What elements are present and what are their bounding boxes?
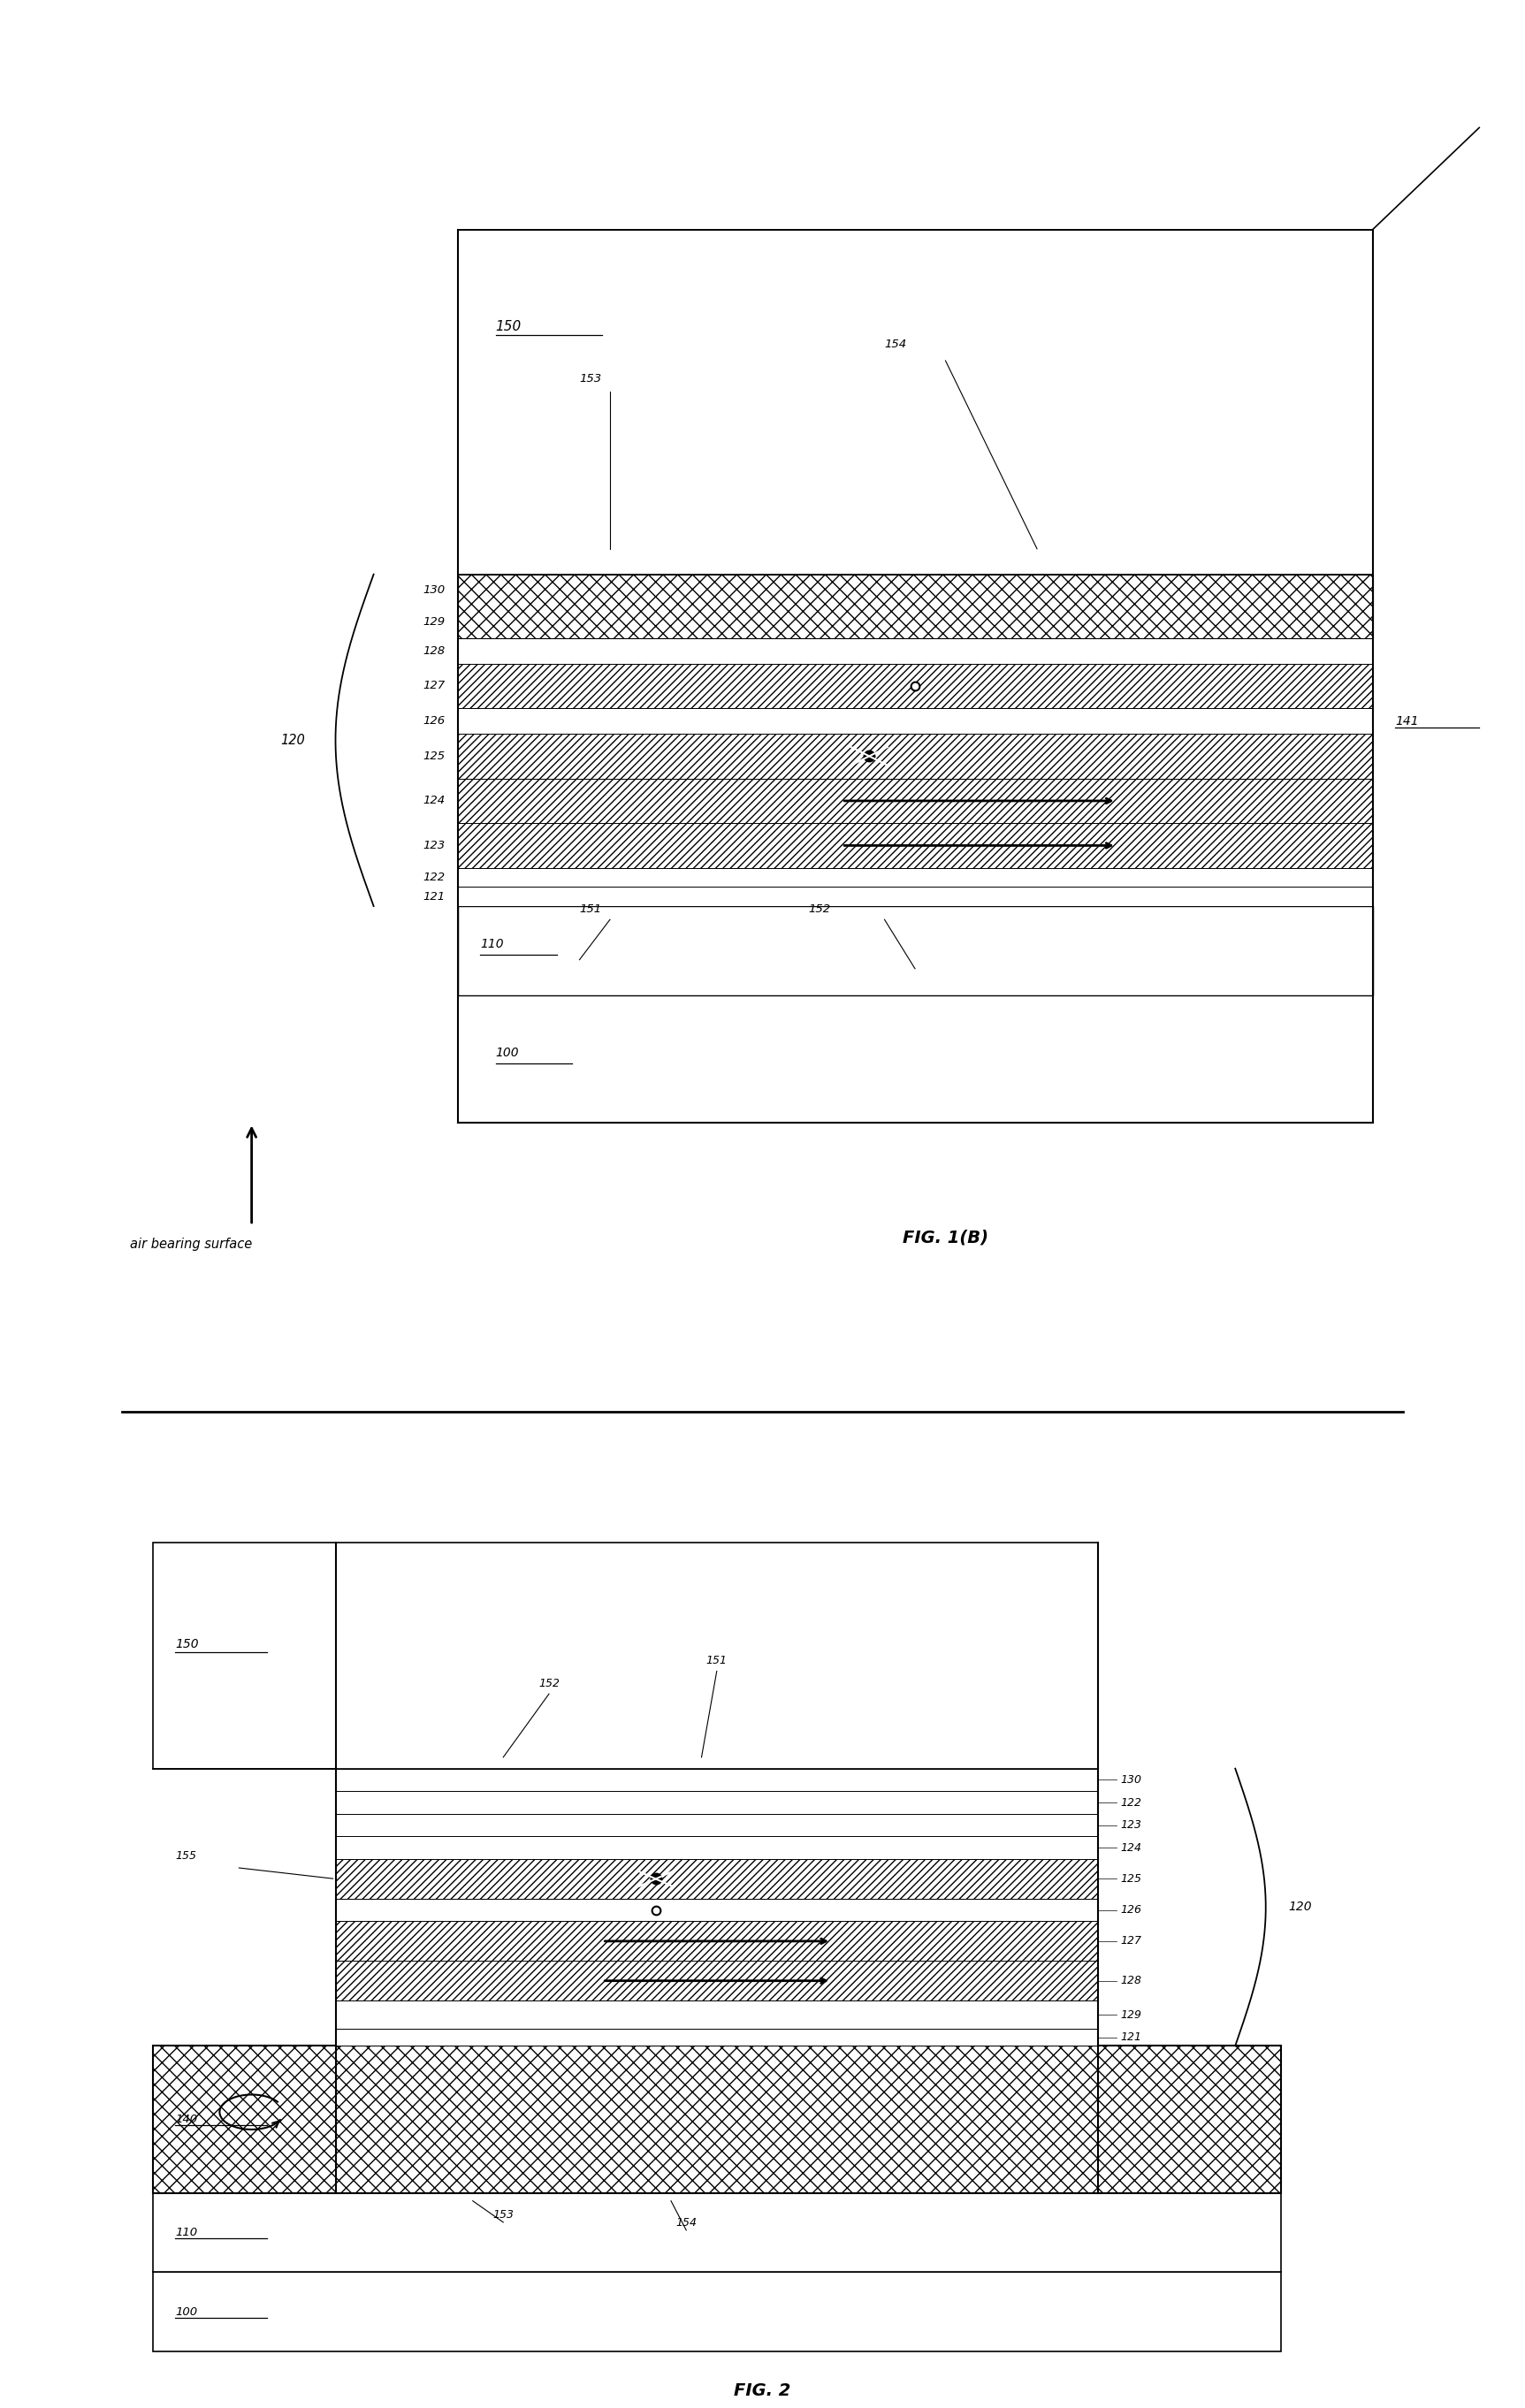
Bar xyxy=(458,734,1373,778)
Bar xyxy=(458,905,1373,995)
Bar xyxy=(336,2001,1098,2030)
Text: 152: 152 xyxy=(538,1678,560,1690)
Text: 120: 120 xyxy=(281,734,305,746)
Text: 128: 128 xyxy=(422,645,445,657)
Bar xyxy=(336,1813,1098,1837)
Text: 110: 110 xyxy=(480,939,503,951)
Bar xyxy=(458,995,1373,1122)
Text: 130: 130 xyxy=(1121,1775,1142,1787)
Bar xyxy=(458,665,1373,708)
Text: FIG. 2: FIG. 2 xyxy=(734,2382,791,2398)
Text: FIG. 1(B): FIG. 1(B) xyxy=(903,1230,988,1247)
Text: 154: 154 xyxy=(676,2218,697,2230)
Bar xyxy=(336,1922,1098,1960)
Bar xyxy=(458,708,1373,734)
Text: 123: 123 xyxy=(422,840,445,852)
Bar xyxy=(458,638,1373,665)
Text: 140: 140 xyxy=(175,2114,198,2126)
Text: 126: 126 xyxy=(1121,1905,1142,1917)
Text: 124: 124 xyxy=(422,795,445,807)
Bar xyxy=(458,867,1373,886)
Text: 150: 150 xyxy=(175,1637,198,1649)
Text: 122: 122 xyxy=(422,872,445,884)
Text: 127: 127 xyxy=(1121,1936,1142,1948)
Text: 125: 125 xyxy=(422,751,445,761)
Text: 100: 100 xyxy=(496,1047,518,1060)
Bar xyxy=(336,1859,1098,1898)
Bar xyxy=(336,1767,1098,1792)
Bar xyxy=(458,229,1373,576)
Bar xyxy=(458,886,1373,905)
Bar xyxy=(458,778,1373,824)
Text: 128: 128 xyxy=(1121,1975,1142,1987)
Text: 153: 153 xyxy=(493,2208,514,2220)
Text: 121: 121 xyxy=(422,891,445,903)
Text: 122: 122 xyxy=(1121,1796,1142,1808)
Bar xyxy=(152,2047,1281,2194)
Text: 124: 124 xyxy=(1121,1842,1142,1854)
Text: 125: 125 xyxy=(1121,1873,1142,1885)
Text: 152: 152 xyxy=(808,903,831,915)
Bar xyxy=(458,576,1373,638)
Text: 126: 126 xyxy=(422,715,445,727)
Text: 130: 130 xyxy=(422,585,445,597)
Text: 155: 155 xyxy=(175,1849,197,1861)
Bar xyxy=(152,1541,1098,1767)
Text: 150: 150 xyxy=(496,320,522,332)
Bar xyxy=(336,1960,1098,2001)
Text: 154: 154 xyxy=(884,340,907,349)
Text: 153: 153 xyxy=(580,373,602,385)
Text: 151: 151 xyxy=(580,903,602,915)
Text: 127: 127 xyxy=(422,679,445,691)
Bar xyxy=(152,2194,1281,2273)
Bar xyxy=(336,2030,1098,2047)
Text: 129: 129 xyxy=(422,616,445,628)
Bar xyxy=(336,1837,1098,1859)
Text: air bearing surface: air bearing surface xyxy=(130,1238,252,1252)
Text: 151: 151 xyxy=(706,1654,727,1666)
Text: 123: 123 xyxy=(1121,1820,1142,1830)
Text: 110: 110 xyxy=(175,2227,198,2239)
Text: 129: 129 xyxy=(1121,2008,1142,2020)
Text: 120: 120 xyxy=(1289,1900,1312,1914)
Text: 100: 100 xyxy=(175,2307,198,2316)
Bar xyxy=(336,1792,1098,1813)
Bar xyxy=(152,2273,1281,2350)
Bar xyxy=(458,824,1373,867)
Text: 121: 121 xyxy=(1121,2032,1142,2042)
Text: 141: 141 xyxy=(1395,715,1418,727)
Bar xyxy=(336,1898,1098,1922)
